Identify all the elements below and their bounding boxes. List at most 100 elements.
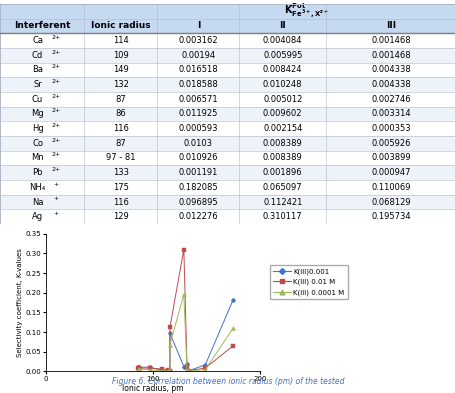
Text: 2+: 2+ bbox=[51, 152, 61, 157]
Text: 0.001191: 0.001191 bbox=[178, 168, 217, 177]
Text: Sr: Sr bbox=[33, 80, 42, 89]
Text: 0.011925: 0.011925 bbox=[178, 110, 217, 118]
Text: 116: 116 bbox=[113, 198, 128, 206]
Bar bbox=[157, 4, 455, 18]
Text: 0.005012: 0.005012 bbox=[263, 95, 302, 104]
Text: 0.112421: 0.112421 bbox=[263, 198, 302, 206]
Text: 87: 87 bbox=[115, 139, 126, 148]
Text: 97 - 81: 97 - 81 bbox=[106, 154, 135, 162]
Text: 2+: 2+ bbox=[51, 94, 61, 99]
Text: 132: 132 bbox=[113, 80, 128, 89]
Text: 0.004084: 0.004084 bbox=[263, 36, 302, 45]
Text: Mg: Mg bbox=[31, 110, 44, 118]
Text: 0.002154: 0.002154 bbox=[263, 124, 302, 133]
Text: 0.005995: 0.005995 bbox=[263, 51, 302, 60]
Text: 175: 175 bbox=[113, 183, 128, 192]
Text: 0.009602: 0.009602 bbox=[263, 110, 302, 118]
Text: 2+: 2+ bbox=[51, 138, 61, 143]
Text: Figure 6. Correlation between ionic radius (pm) of the tested: Figure 6. Correlation between ionic radi… bbox=[111, 376, 344, 386]
Text: 2+: 2+ bbox=[51, 64, 61, 69]
Bar bbox=[0, 4, 455, 33]
Text: NH₄: NH₄ bbox=[30, 183, 46, 192]
Text: Ag: Ag bbox=[32, 212, 43, 221]
Text: 2+: 2+ bbox=[51, 123, 61, 128]
Text: 0.00194: 0.00194 bbox=[181, 51, 215, 60]
Text: 87: 87 bbox=[115, 95, 126, 104]
Text: 114: 114 bbox=[113, 36, 128, 45]
Text: 129: 129 bbox=[113, 212, 128, 221]
Bar bbox=[0, 107, 455, 121]
Bar bbox=[0, 195, 455, 209]
Y-axis label: Selectivity coefficient, K-values: Selectivity coefficient, K-values bbox=[17, 248, 23, 357]
Text: 0.003162: 0.003162 bbox=[178, 36, 217, 45]
Text: Ba: Ba bbox=[32, 66, 43, 74]
Bar bbox=[0, 180, 455, 195]
Text: 116: 116 bbox=[113, 124, 128, 133]
Bar bbox=[0, 151, 455, 165]
Text: 0.008424: 0.008424 bbox=[263, 66, 302, 74]
Bar bbox=[0, 92, 455, 107]
Text: 0.195734: 0.195734 bbox=[370, 212, 410, 221]
Text: 0.110069: 0.110069 bbox=[370, 183, 410, 192]
Text: 0.068129: 0.068129 bbox=[370, 198, 410, 206]
Text: $\mathbf{K^{Pot}_{Fe^{3+},X^{z+}}}$: $\mathbf{K^{Pot}_{Fe^{3+},X^{z+}}}$ bbox=[283, 2, 329, 20]
Text: 2+: 2+ bbox=[51, 108, 61, 113]
Text: 0.002746: 0.002746 bbox=[370, 95, 410, 104]
Text: 0.018588: 0.018588 bbox=[178, 80, 218, 89]
Text: 109: 109 bbox=[113, 51, 128, 60]
Text: 0.001468: 0.001468 bbox=[370, 36, 410, 45]
Text: Pb: Pb bbox=[32, 168, 43, 177]
Text: 0.008389: 0.008389 bbox=[262, 154, 302, 162]
Text: 149: 149 bbox=[113, 66, 128, 74]
Bar bbox=[0, 136, 455, 151]
Text: 0.000353: 0.000353 bbox=[370, 124, 410, 133]
Text: Hg: Hg bbox=[32, 124, 43, 133]
Text: 0.182085: 0.182085 bbox=[178, 183, 217, 192]
Text: 86: 86 bbox=[115, 110, 126, 118]
Text: Cu: Cu bbox=[32, 95, 43, 104]
Text: 0.006571: 0.006571 bbox=[178, 95, 217, 104]
Text: Ca: Ca bbox=[32, 36, 43, 45]
Text: 0.310117: 0.310117 bbox=[263, 212, 302, 221]
Bar bbox=[0, 33, 455, 48]
Text: 0.065097: 0.065097 bbox=[263, 183, 302, 192]
Text: Ionic radius: Ionic radius bbox=[91, 22, 150, 30]
Text: II: II bbox=[279, 22, 285, 30]
Legend: K(III)0.001, K(III) 0.01 M, K(III) 0.0001 M: K(III)0.001, K(III) 0.01 M, K(III) 0.000… bbox=[269, 264, 347, 299]
Text: 0.016518: 0.016518 bbox=[178, 66, 217, 74]
Text: 0.000947: 0.000947 bbox=[370, 168, 410, 177]
Text: Co: Co bbox=[32, 139, 43, 148]
X-axis label: Ionic radius, pm: Ionic radius, pm bbox=[122, 384, 183, 393]
Text: 2+: 2+ bbox=[51, 167, 61, 172]
Text: 0.000593: 0.000593 bbox=[178, 124, 217, 133]
Text: Interferent: Interferent bbox=[14, 22, 70, 30]
Bar bbox=[0, 121, 455, 136]
Text: 0.008389: 0.008389 bbox=[262, 139, 302, 148]
Bar bbox=[0, 165, 455, 180]
Text: 2+: 2+ bbox=[51, 79, 61, 84]
Text: 0.096895: 0.096895 bbox=[178, 198, 217, 206]
Text: +: + bbox=[53, 182, 58, 187]
Text: 0.005926: 0.005926 bbox=[370, 139, 410, 148]
Text: 0.001896: 0.001896 bbox=[263, 168, 302, 177]
Text: 0.001468: 0.001468 bbox=[370, 51, 410, 60]
Text: Cd: Cd bbox=[32, 51, 43, 60]
Text: 2+: 2+ bbox=[51, 35, 61, 40]
Text: 0.0103: 0.0103 bbox=[183, 139, 212, 148]
Bar bbox=[0, 48, 455, 62]
Text: 2+: 2+ bbox=[51, 50, 61, 55]
Text: +: + bbox=[53, 196, 58, 201]
Text: 0.003314: 0.003314 bbox=[370, 110, 410, 118]
Bar bbox=[0, 209, 455, 224]
Text: I: I bbox=[196, 22, 200, 30]
Text: 0.003899: 0.003899 bbox=[370, 154, 410, 162]
Bar bbox=[0, 62, 455, 77]
Text: 0.010248: 0.010248 bbox=[263, 80, 302, 89]
Text: Mn: Mn bbox=[31, 154, 44, 162]
Text: 0.010926: 0.010926 bbox=[178, 154, 217, 162]
Text: 133: 133 bbox=[112, 168, 129, 177]
Text: Na: Na bbox=[32, 198, 43, 206]
Text: 0.004338: 0.004338 bbox=[370, 66, 410, 74]
Text: III: III bbox=[385, 22, 395, 30]
Text: 0.012276: 0.012276 bbox=[178, 212, 217, 221]
